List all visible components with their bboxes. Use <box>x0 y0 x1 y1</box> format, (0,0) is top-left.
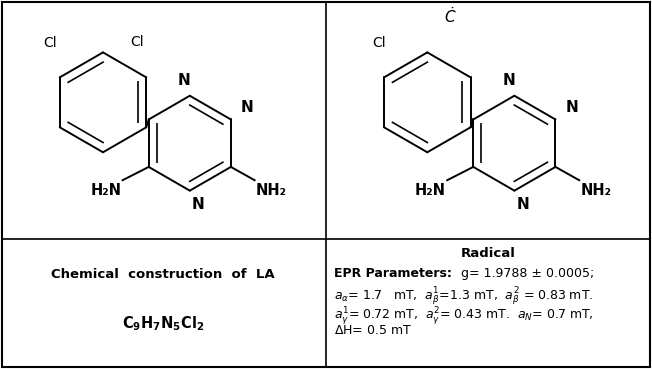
Text: N: N <box>516 197 529 213</box>
Text: Ċ: Ċ <box>445 10 455 25</box>
Text: Cl: Cl <box>372 36 386 50</box>
Text: H₂N: H₂N <box>415 183 446 198</box>
Text: $a^1_\gamma$= 0.72 mT,  $a^2_\gamma$= 0.43 mT.  $a_N$= 0.7 mT,: $a^1_\gamma$= 0.72 mT, $a^2_\gamma$= 0.4… <box>334 305 594 327</box>
Text: Radical: Radical <box>460 247 516 260</box>
Text: $\Delta$H= 0.5 mT: $\Delta$H= 0.5 mT <box>334 324 412 337</box>
Text: N: N <box>566 100 578 115</box>
Text: N: N <box>502 73 515 88</box>
Text: N: N <box>178 73 190 88</box>
Text: g= 1.9788 ± 0.0005;: g= 1.9788 ± 0.0005; <box>457 267 594 280</box>
Text: N: N <box>192 197 205 213</box>
Text: Chemical  construction  of  LA: Chemical construction of LA <box>52 268 274 280</box>
Text: Cl: Cl <box>43 36 57 50</box>
Text: $\mathbf{C_9H_7N_5Cl_2}$: $\mathbf{C_9H_7N_5Cl_2}$ <box>122 315 204 333</box>
Text: Cl: Cl <box>130 35 144 49</box>
Text: NH₂: NH₂ <box>256 183 287 198</box>
Text: $a_\alpha$= 1.7   mT,  $a^1_\beta$=1.3 mT,  $a^2_\beta$ = 0.83 mT.: $a_\alpha$= 1.7 mT, $a^1_\beta$=1.3 mT, … <box>334 286 593 308</box>
Text: EPR Parameters:: EPR Parameters: <box>334 267 452 280</box>
Text: NH₂: NH₂ <box>580 183 612 198</box>
Text: N: N <box>241 100 254 115</box>
Text: H₂N: H₂N <box>91 183 121 198</box>
